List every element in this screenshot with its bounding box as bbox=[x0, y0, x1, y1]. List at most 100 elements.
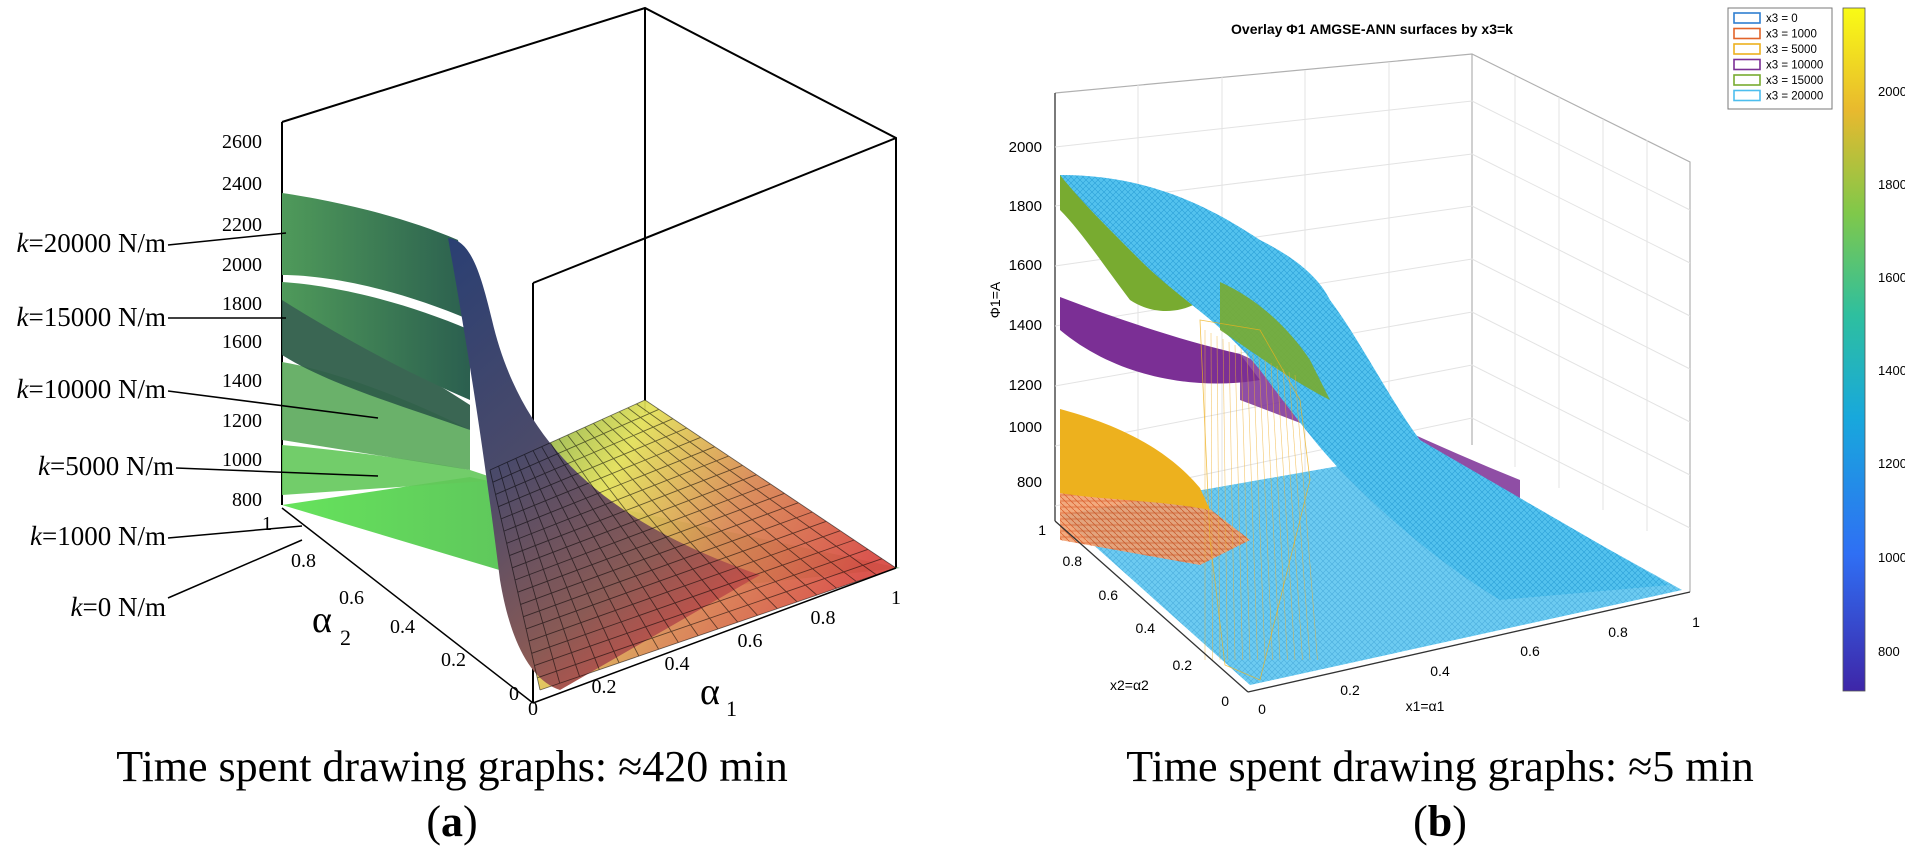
annotation-prefix: k bbox=[71, 592, 84, 622]
y-axis-label-sub: 2 bbox=[340, 625, 351, 650]
colorbar-tick: 1800 bbox=[1878, 177, 1905, 192]
annotation-k0: k=0 N/m bbox=[71, 539, 303, 622]
svg-text:k=10000 N/m: k=10000 N/m bbox=[17, 374, 166, 404]
y-tick: 1 bbox=[262, 513, 272, 535]
x-tick: 1 bbox=[891, 587, 901, 609]
x-tick: 0.6 bbox=[738, 630, 763, 652]
svg-text:k=5000 N/m: k=5000 N/m bbox=[38, 451, 174, 481]
floor-grid-line bbox=[644, 399, 897, 569]
mesh-line bbox=[1270, 362, 1288, 661]
x-tick: 0.2 bbox=[592, 676, 617, 698]
surface-k5000 bbox=[282, 362, 470, 470]
mesh-line bbox=[1222, 338, 1228, 661]
y-tick: 0 bbox=[1221, 693, 1229, 709]
panel-a-x-axis: 0 0.2 0.4 0.6 0.8 1 α 1 bbox=[528, 567, 901, 721]
legend-swatch bbox=[1733, 12, 1761, 24]
mesh-line bbox=[1210, 332, 1213, 661]
floor-grid-line bbox=[537, 558, 883, 679]
mesh-line bbox=[1252, 353, 1266, 661]
svg-text:k=20000 N/m: k=20000 N/m bbox=[17, 228, 166, 258]
z-tick: 1800 bbox=[1009, 198, 1042, 215]
z-tick: 1000 bbox=[1009, 419, 1042, 436]
legend-label: x3 = 15000 bbox=[1766, 75, 1823, 87]
y-tick: 0.8 bbox=[1063, 553, 1083, 569]
svg-text:k=15000 N/m: k=15000 N/m bbox=[17, 302, 166, 332]
y-tick: 0.6 bbox=[1099, 587, 1119, 603]
x-tick: 0.4 bbox=[1430, 663, 1450, 679]
colorbar-gradient bbox=[1842, 7, 1866, 692]
y-tick: 0.6 bbox=[339, 587, 364, 609]
surface-x3-10000 bbox=[1060, 297, 1260, 384]
panel-a: 2600 2400 2200 2000 1800 1600 1400 1200 … bbox=[17, 6, 901, 846]
x-tick: 0.6 bbox=[1520, 643, 1540, 659]
mesh-line bbox=[1294, 374, 1318, 661]
z-tick: 2600 bbox=[222, 131, 262, 153]
z-tick: 1600 bbox=[1009, 257, 1042, 274]
legend-swatch bbox=[1733, 74, 1761, 86]
legend-swatch bbox=[1733, 43, 1761, 55]
panel-b-x-axis: 0 0.2 0.4 0.6 0.8 1 x1=α1 bbox=[1247, 591, 1700, 717]
panel-b-axes-box bbox=[1054, 53, 1691, 592]
legend-label: x3 = 0 bbox=[1766, 13, 1798, 25]
annotation-text: =1000 N/m bbox=[42, 521, 166, 551]
z-tick: 2200 bbox=[222, 214, 262, 236]
floor-grid-line bbox=[627, 407, 857, 582]
annotation-text: =15000 N/m bbox=[29, 302, 166, 332]
z-tick: 800 bbox=[1017, 474, 1042, 491]
floor-grid-line bbox=[636, 403, 877, 576]
x-tick: 1 bbox=[1692, 614, 1700, 630]
x-tick: 0 bbox=[1258, 701, 1266, 717]
panel-b: 2000 1800 1600 1400 1200 1000 800 Φ1=A 1… bbox=[987, 7, 1905, 846]
panel-a-z-axis: 2600 2400 2200 2000 1800 1600 1400 1200 … bbox=[222, 131, 262, 511]
floor-grid-line bbox=[531, 539, 855, 654]
surface-x3-15000-fan bbox=[1220, 282, 1330, 400]
colorbar-tick: 2000 bbox=[1878, 84, 1905, 99]
annotation-text: =0 N/m bbox=[83, 592, 166, 622]
legend-swatch bbox=[1733, 89, 1761, 102]
x-tick: 0.8 bbox=[1608, 624, 1628, 640]
legend-label: x3 = 10000 bbox=[1766, 60, 1823, 72]
annotation-prefix: k bbox=[17, 302, 30, 332]
legend: x3 = 0 x3 = 1000 x3 = 5000 x3 = 10000 x3 = 1… bbox=[1727, 7, 1833, 110]
mesh-line bbox=[1258, 356, 1273, 661]
y-axis-label: x2=α2 bbox=[1110, 677, 1149, 693]
colorbar-tick: 800 bbox=[1878, 644, 1900, 659]
annotation-prefix: k bbox=[17, 374, 30, 404]
mesh-line bbox=[1246, 350, 1258, 661]
annotation-prefix: k bbox=[30, 521, 43, 551]
legend-items: x3 = 0 x3 = 1000 x3 = 5000 x3 = 10000 x3 = 1… bbox=[1733, 12, 1823, 103]
mesh-line bbox=[1288, 371, 1311, 661]
y-tick: 0.8 bbox=[291, 550, 316, 572]
z-tick: 2000 bbox=[1009, 139, 1042, 156]
panel-a-letter: a bbox=[441, 797, 463, 846]
colorbar-tick: 1600 bbox=[1878, 270, 1905, 285]
y-tick: 0.2 bbox=[441, 649, 466, 671]
y-tick: 0.4 bbox=[1136, 620, 1156, 636]
panel-a-y-axis: 1 0.8 0.6 0.4 0.2 0 α 2 bbox=[262, 507, 534, 705]
panel-b-caption: Time spent drawing graphs: ≈5 min bbox=[1126, 742, 1754, 791]
y-tick: 0 bbox=[509, 683, 519, 705]
y-tick: 0.4 bbox=[390, 616, 415, 638]
z-tick: 1200 bbox=[1009, 377, 1042, 394]
annotation-k5000: k=5000 N/m bbox=[38, 451, 379, 481]
panel-b-z-axis: 2000 1800 1600 1400 1200 1000 800 Φ1=A bbox=[987, 139, 1042, 491]
mesh-line bbox=[1276, 365, 1296, 661]
annotation-text: =5000 N/m bbox=[50, 451, 174, 481]
annotation-k10000: k=10000 N/m bbox=[17, 374, 379, 419]
mesh-line bbox=[1216, 335, 1221, 661]
surface-k1000 bbox=[282, 445, 500, 495]
mesh-line bbox=[1240, 347, 1251, 661]
z-tick: 1400 bbox=[222, 370, 262, 392]
series-annotations: k=20000 N/m k=15000 N/m k=10000 N/m k=50… bbox=[17, 228, 379, 622]
annotation-prefix: k bbox=[38, 451, 51, 481]
colorbar-tick: 1000 bbox=[1878, 550, 1905, 565]
legend-swatch bbox=[1733, 58, 1761, 71]
annotation-prefix: k bbox=[17, 228, 30, 258]
panel-a-label: (a) bbox=[426, 797, 477, 846]
surface-wall bbox=[448, 238, 760, 690]
svg-text:k=0 N/m: k=0 N/m bbox=[71, 592, 166, 622]
colorbar-tick: 1400 bbox=[1878, 363, 1905, 378]
panel-a-caption: Time spent drawing graphs: ≈420 min bbox=[116, 742, 788, 791]
annotation-k1000: k=1000 N/m bbox=[30, 521, 303, 551]
